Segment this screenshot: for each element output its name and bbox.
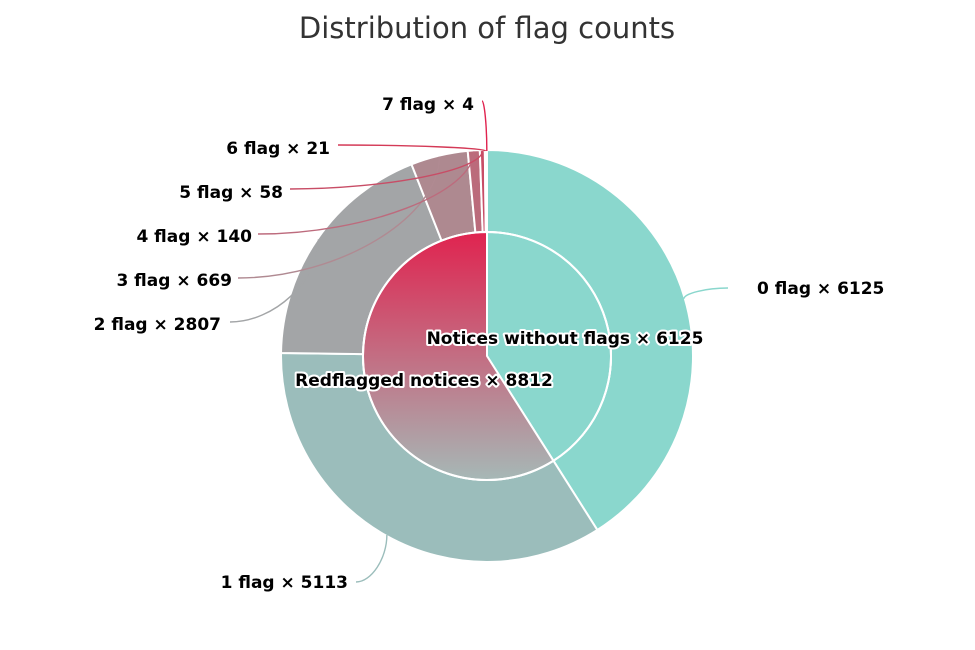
connector-0 — [683, 287, 729, 300]
chart-title: Distribution of flag counts — [299, 11, 675, 45]
connector-3 — [237, 156, 441, 279]
outer-label-5: 5 flag × 58 — [179, 183, 283, 203]
connector-6 — [337, 144, 487, 152]
inner-label-1: Redflagged notices × 8812 — [295, 371, 553, 391]
inner-labels: Notices without flags × 6125 Redflagged n… — [293, 327, 705, 393]
outer-label-4: 4 flag × 140 — [136, 227, 252, 247]
outer-labels: 0 flag × 6125 1 flag × 5113 2 flag × 2807 3… — [94, 95, 885, 593]
outer-label-3: 3 flag × 669 — [116, 271, 232, 291]
connector-5 — [289, 150, 484, 190]
connector-2 — [229, 239, 320, 323]
outer-label-7: 7 flag × 4 — [382, 95, 474, 115]
outer-label-6: 6 flag × 21 — [226, 139, 330, 159]
connector-4 — [257, 151, 475, 235]
inner-ring — [362, 231, 612, 481]
connector-1 — [355, 534, 388, 583]
outer-label-2: 2 flag × 2807 — [94, 315, 221, 335]
outer-label-0: 0 flag × 6125 — [757, 279, 884, 299]
inner-ring-border — [362, 231, 612, 481]
connector-7 — [481, 100, 488, 152]
outer-label-1: 1 flag × 5113 — [221, 573, 348, 593]
inner-label-0: Notices without flags × 6125 — [427, 329, 704, 349]
label-connectors — [229, 100, 729, 583]
